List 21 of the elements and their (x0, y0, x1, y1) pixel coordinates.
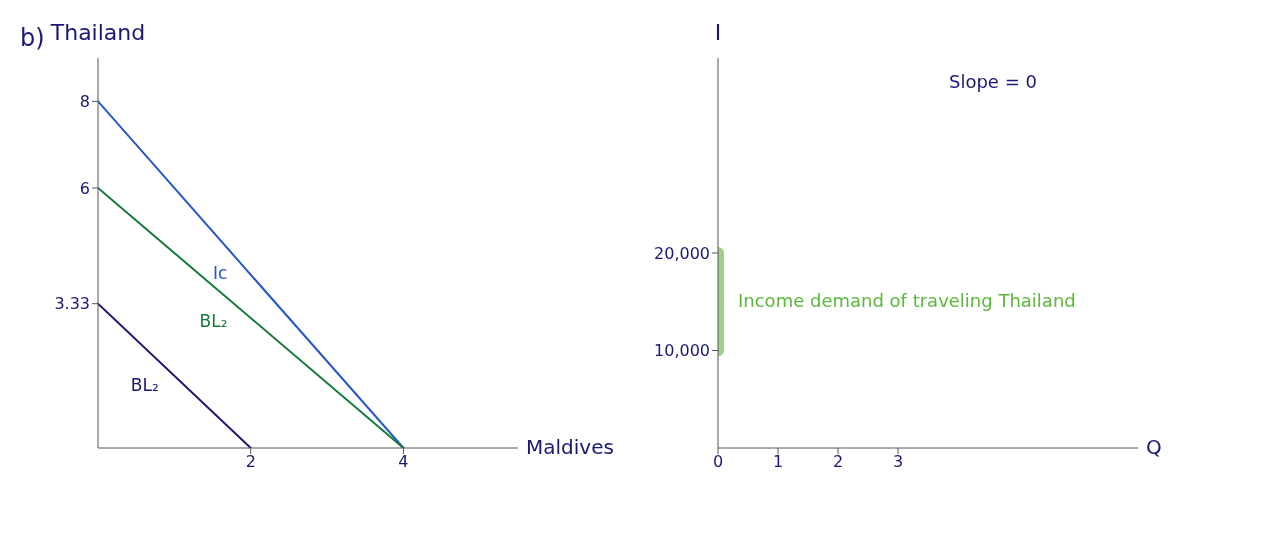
y-axis-title: Thailand (49, 20, 146, 45)
y-tick-label: 20,000 (654, 243, 710, 263)
y-tick-label: 6 (79, 178, 90, 198)
series-label: BL₂ (130, 374, 159, 395)
series-label: Ic (213, 263, 228, 284)
x-tick-label: 1 (772, 452, 784, 472)
x-tick-label: 3 (892, 452, 904, 472)
x-tick-label: 2 (832, 452, 844, 472)
x-axis-title: Maldives (526, 435, 614, 459)
y-axis-title: I (714, 20, 722, 45)
x-tick-label: 4 (398, 452, 409, 472)
y-tick-label: 10,000 (654, 341, 710, 361)
annotation: Income demand of traveling Thailand (738, 289, 1076, 311)
series-label: BL₂ (199, 311, 228, 331)
y-tick-label: 3.33 (54, 294, 90, 314)
annotation: Slope = 0 (949, 71, 1037, 92)
x-axis-title: Q (1146, 435, 1162, 459)
chart-title: b) (20, 24, 45, 52)
y-tick-label: 8 (79, 92, 90, 112)
x-tick-label: 2 (245, 452, 256, 472)
x-tick-label: 0 (712, 452, 724, 472)
